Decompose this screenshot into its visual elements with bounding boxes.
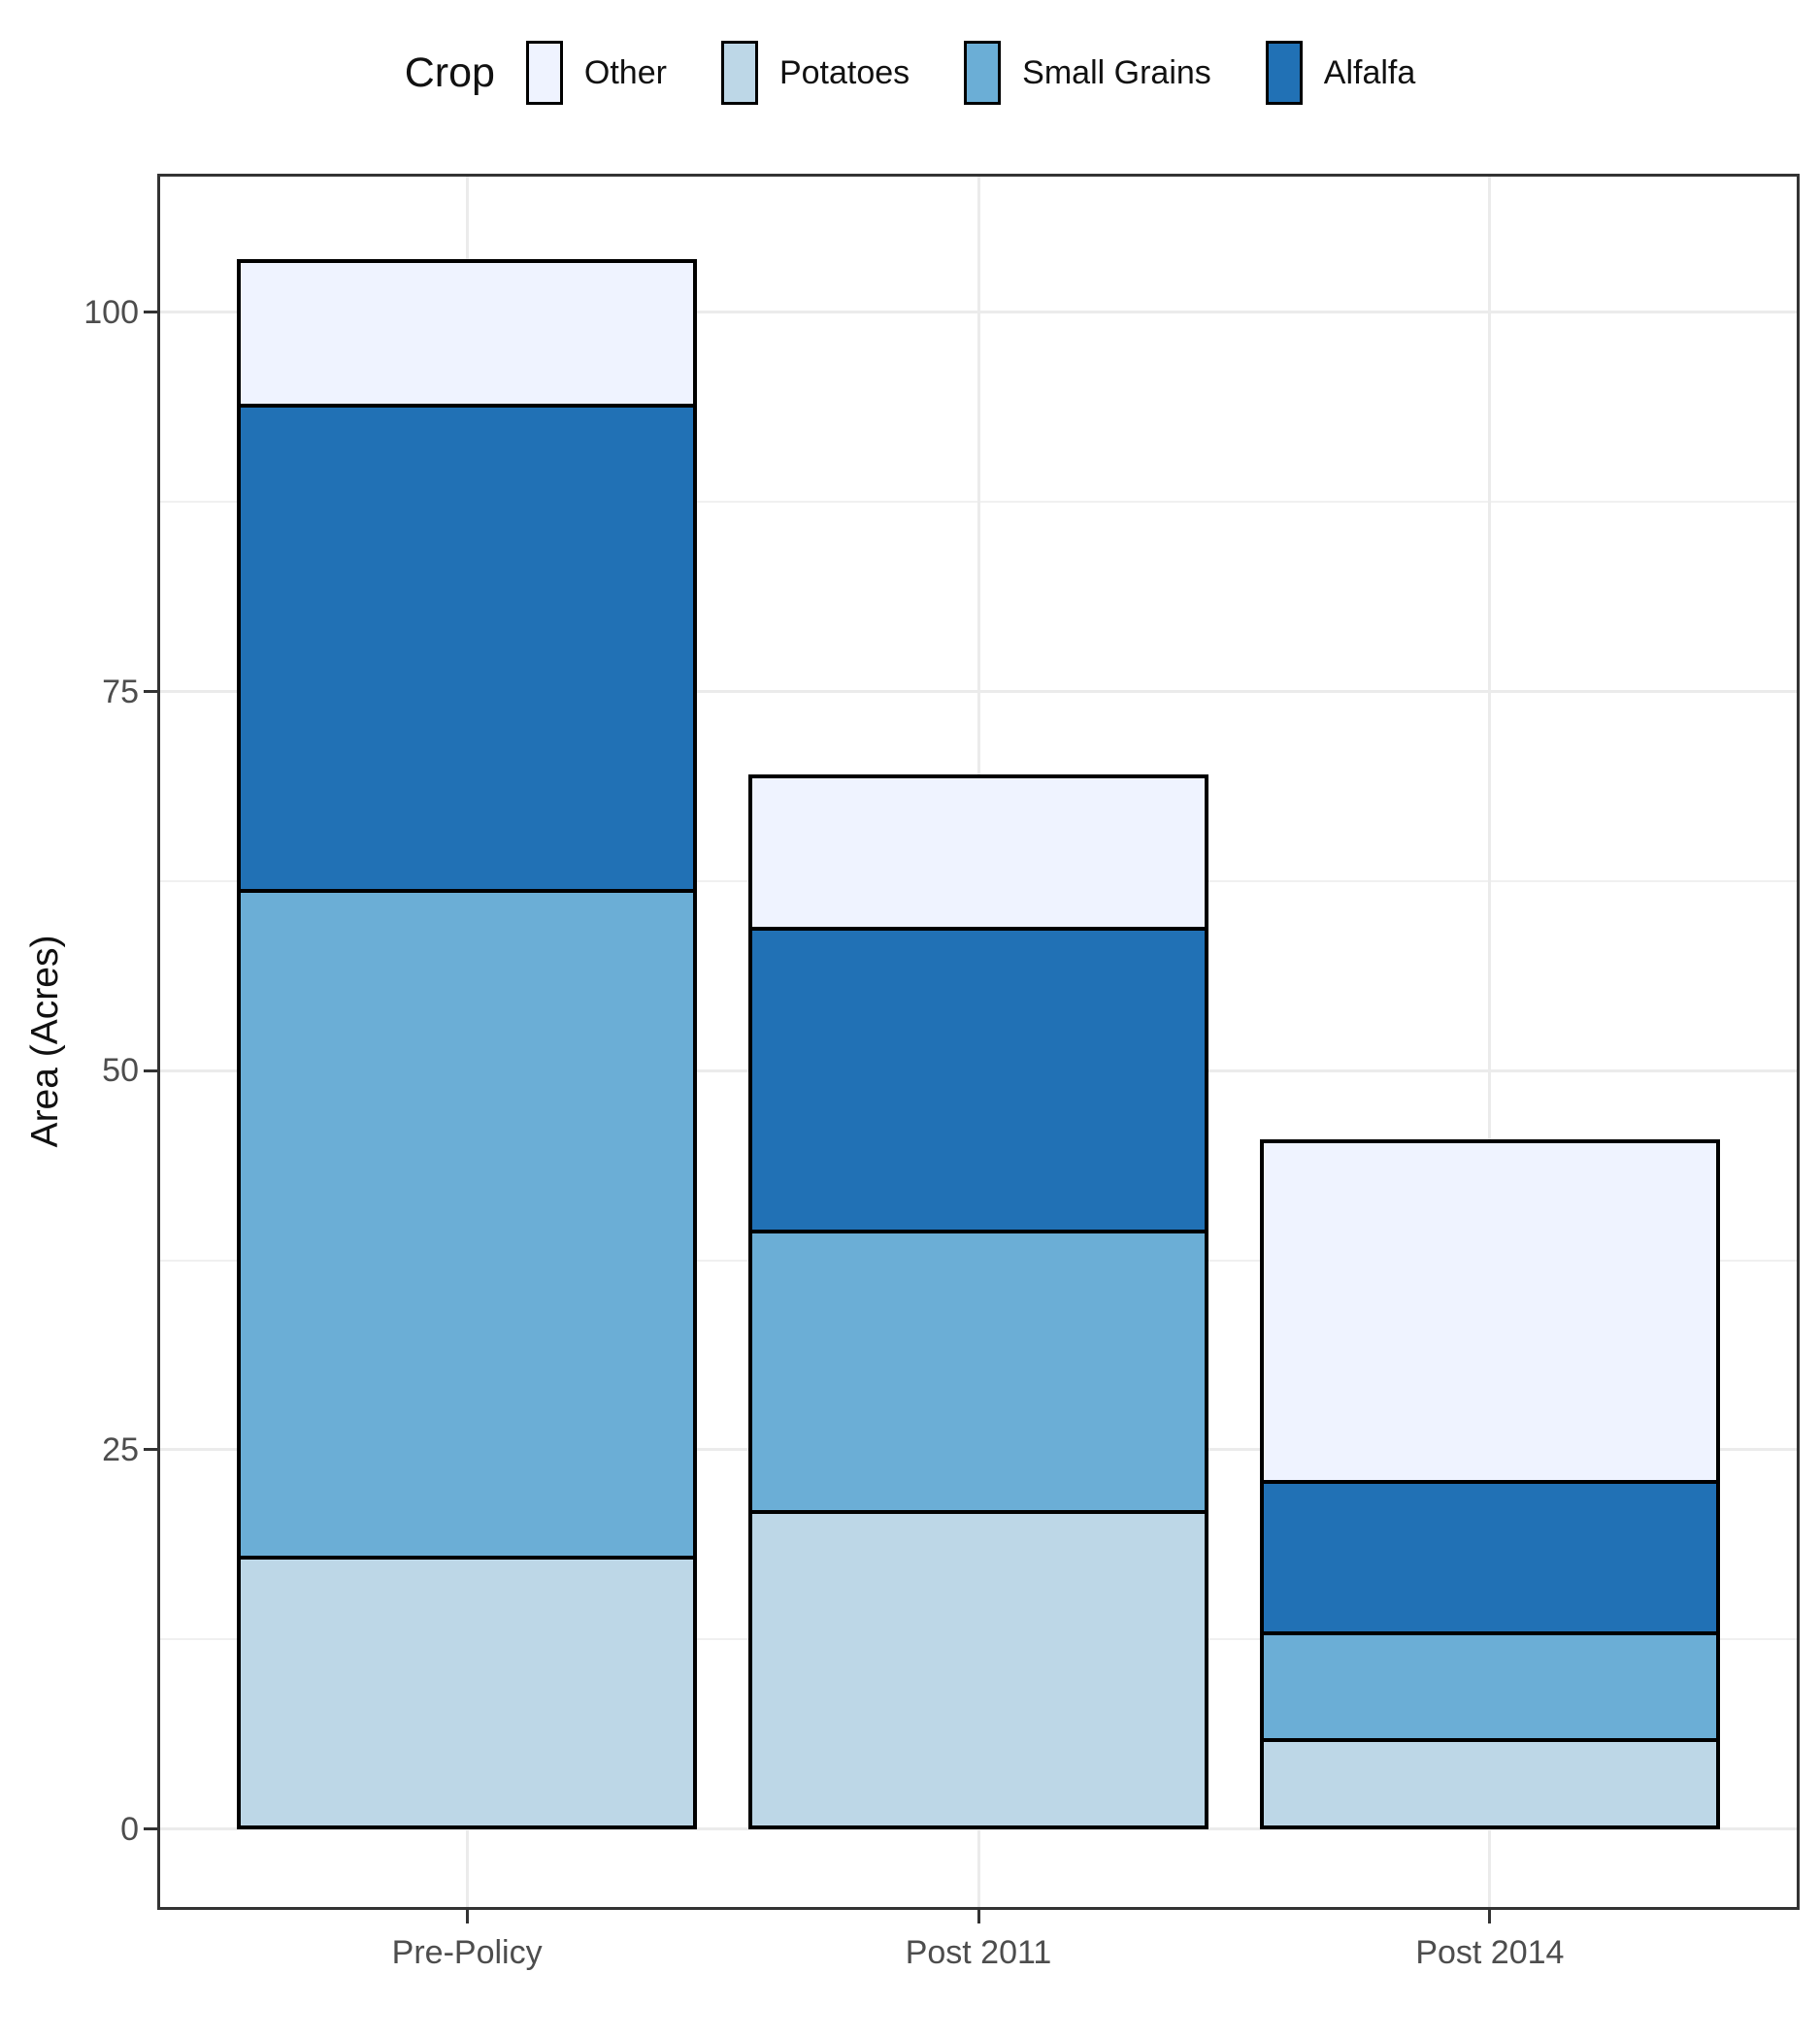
bar-segment-post-2011-alfalfa xyxy=(747,926,1209,1234)
x-tick-mark xyxy=(976,1910,980,1923)
legend-items: Other Potatoes Small Grains Alfalfa xyxy=(525,41,1416,105)
y-tick-mark xyxy=(144,311,157,314)
bar-segment-pre-policy-other xyxy=(237,259,698,408)
legend-title: Crop xyxy=(404,49,495,96)
y-tick-label: 100 xyxy=(83,293,139,331)
bar-segment-pre-policy-small-grains xyxy=(237,888,698,1561)
legend-item-alfalfa: Alfalfa xyxy=(1265,41,1416,105)
legend-label-other: Other xyxy=(583,53,667,91)
y-tick-mark xyxy=(144,690,157,694)
bar-segment-pre-policy-potatoes xyxy=(237,1556,698,1829)
bar-segment-pre-policy-alfalfa xyxy=(237,403,698,893)
y-tick-label: 50 xyxy=(102,1052,139,1090)
legend-key-swatch-potatoes xyxy=(720,41,758,105)
bar-segment-post-2014-potatoes xyxy=(1259,1737,1720,1829)
gridline-major-x xyxy=(1488,177,1492,1907)
bar-segment-post-2014-small-grains xyxy=(1259,1631,1720,1742)
bar-segment-post-2011-other xyxy=(747,774,1209,931)
bar-segment-post-2011-small-grains xyxy=(747,1230,1209,1515)
y-tick-label: 75 xyxy=(102,673,139,710)
bar-segment-post-2011-potatoes xyxy=(747,1510,1209,1829)
x-tick-label-post-2011: Post 2011 xyxy=(905,1934,1052,1971)
bar-segment-post-2014-alfalfa xyxy=(1259,1480,1720,1636)
x-tick-label-post-2014: Post 2014 xyxy=(1415,1934,1565,1971)
y-tick-mark xyxy=(144,1827,157,1831)
legend-item-other: Other xyxy=(525,41,667,105)
legend: Crop Other Potatoes Small Grains Alfalfa xyxy=(0,29,1820,116)
y-axis-title: Area (Acres) xyxy=(24,935,66,1148)
bar-segment-post-2014-other xyxy=(1259,1138,1720,1485)
x-tick-mark xyxy=(1488,1910,1492,1923)
legend-key-swatch-other xyxy=(525,41,563,105)
y-tick-mark xyxy=(144,1448,157,1452)
y-tick-mark xyxy=(144,1068,157,1072)
legend-item-small-grains: Small Grains xyxy=(964,41,1211,105)
y-tick-label: 0 xyxy=(120,1810,139,1848)
y-tick-label: 25 xyxy=(102,1430,139,1468)
legend-label-potatoes: Potatoes xyxy=(778,53,910,91)
legend-item-potatoes: Potatoes xyxy=(720,41,910,105)
legend-key-swatch-alfalfa xyxy=(1265,41,1303,105)
legend-label-alfalfa: Alfalfa xyxy=(1323,53,1416,91)
x-tick-label-pre-policy: Pre-Policy xyxy=(391,1934,543,1971)
legend-label-small-grains: Small Grains xyxy=(1022,53,1211,91)
legend-key-swatch-small-grains xyxy=(964,41,1002,105)
x-tick-mark xyxy=(465,1910,469,1923)
